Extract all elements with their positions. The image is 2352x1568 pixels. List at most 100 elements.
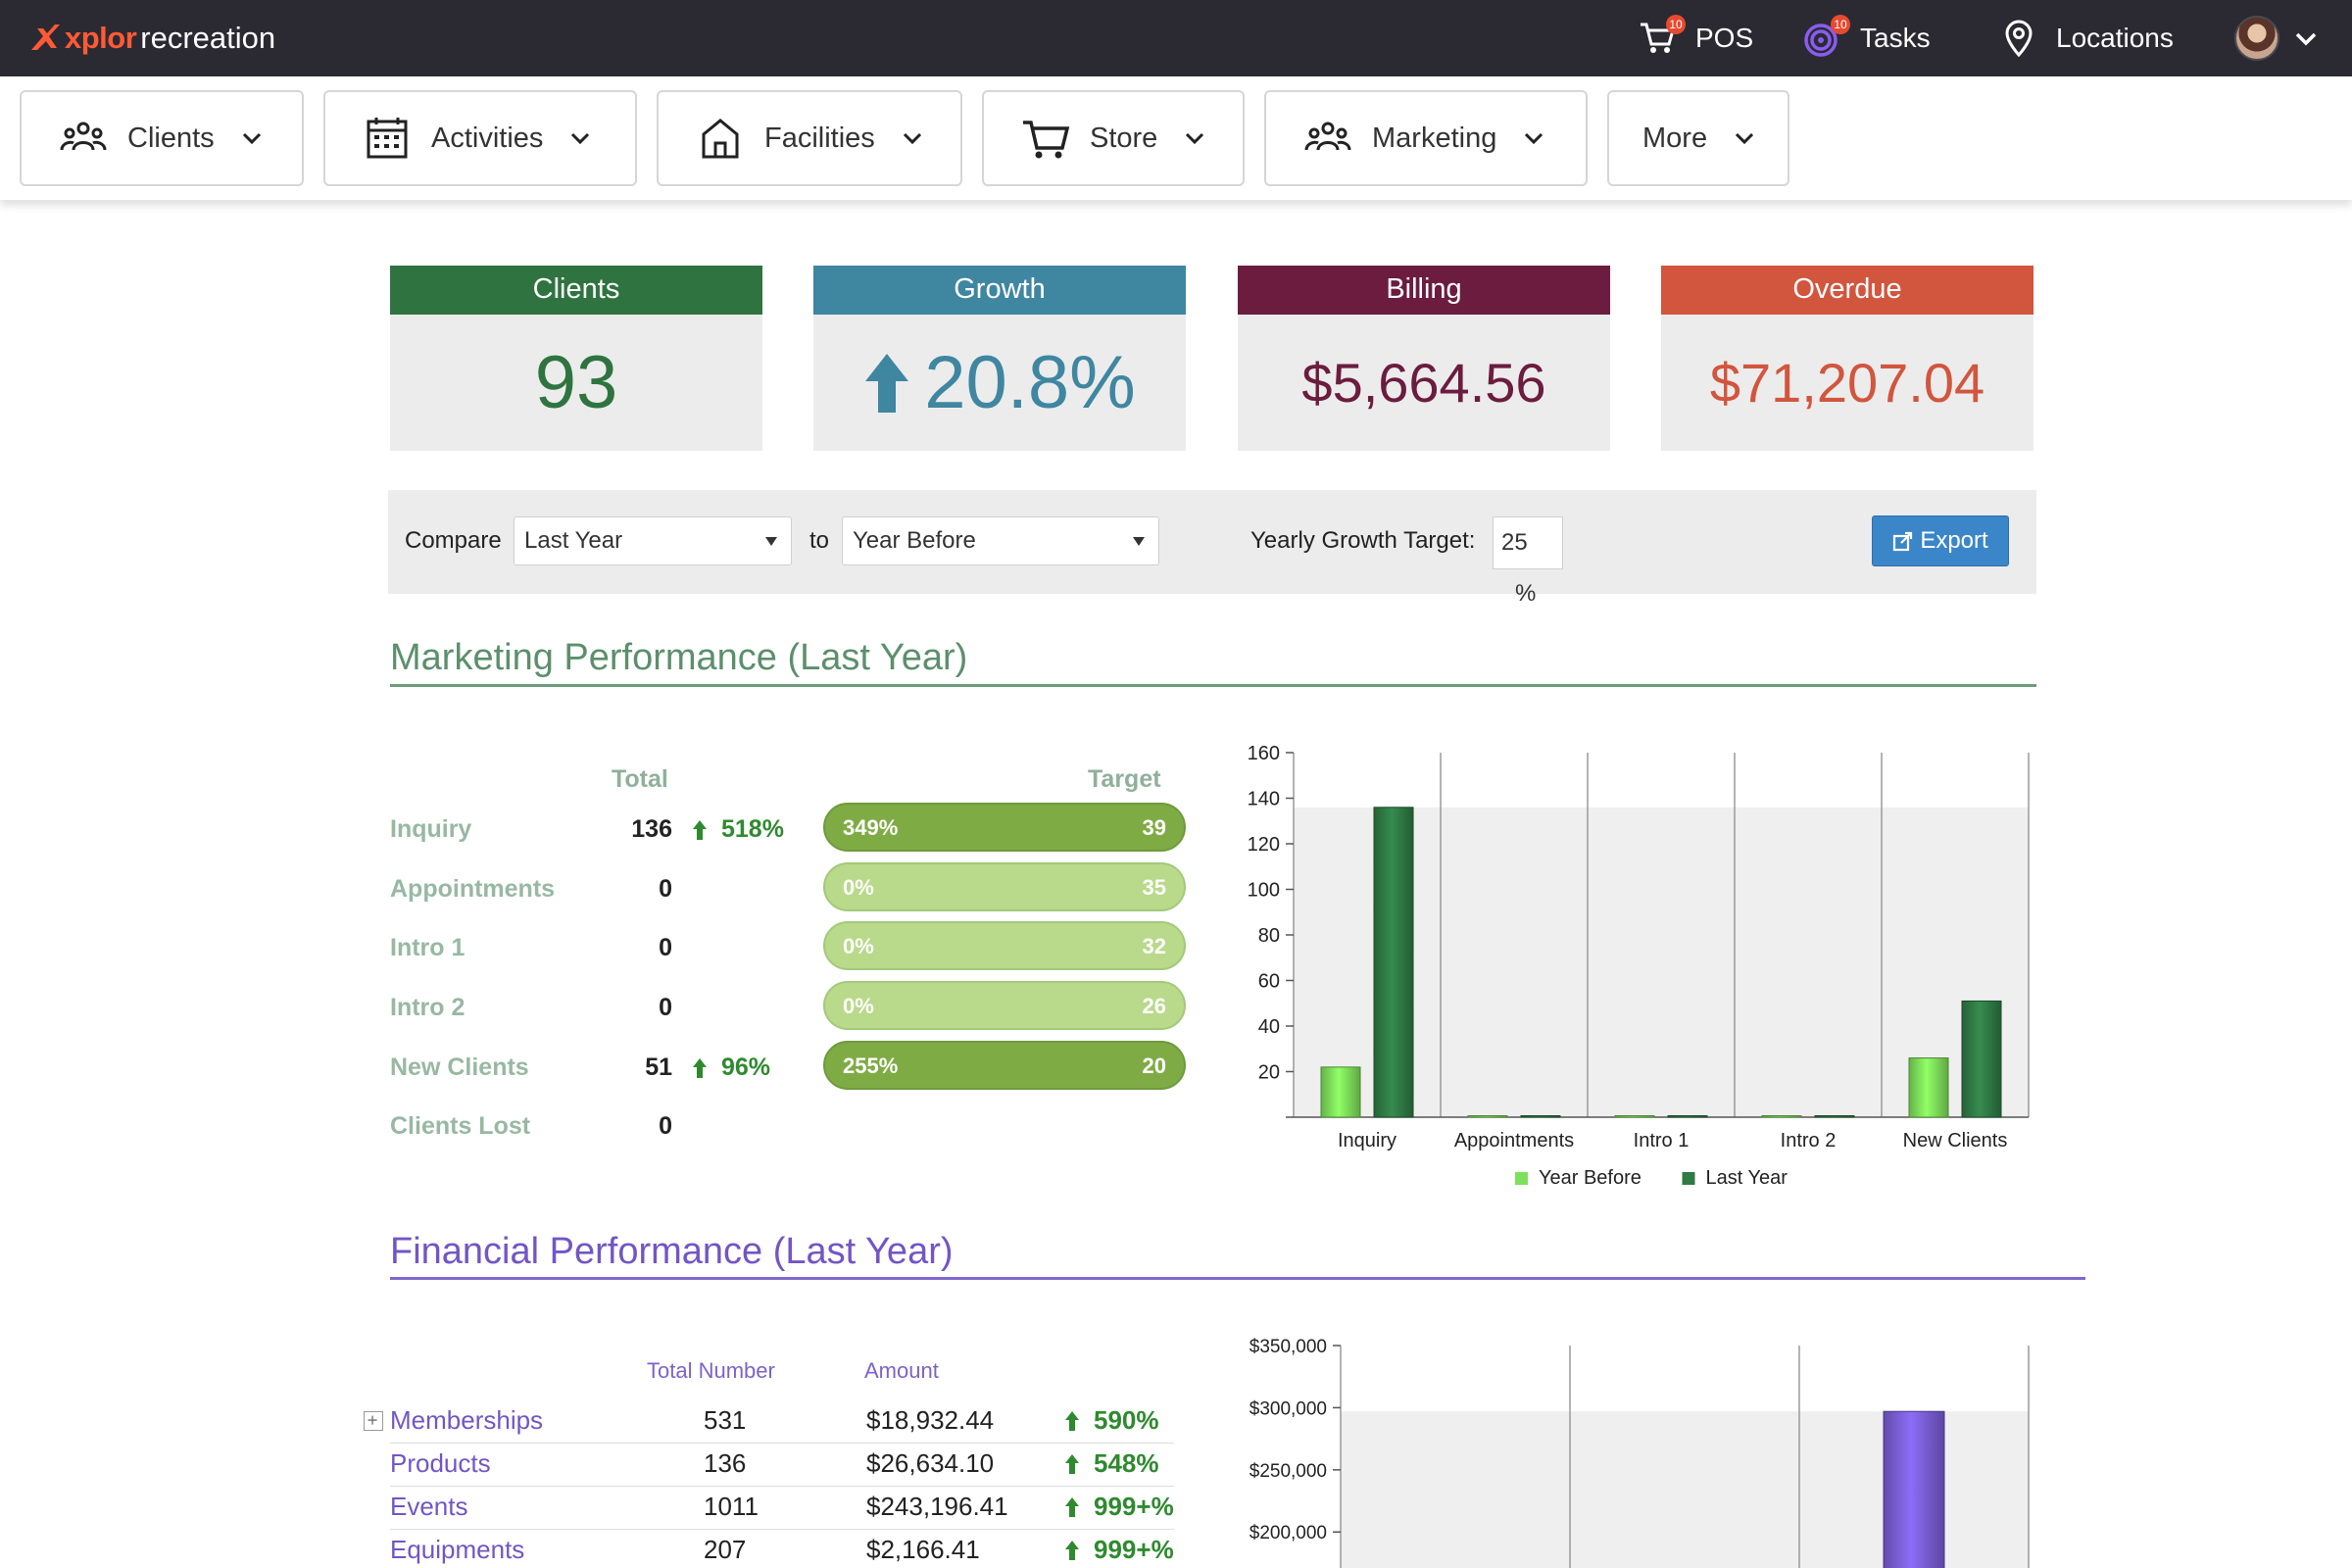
arrow-up-icon [693, 1057, 707, 1078]
financial-row-label[interactable]: Events [390, 1492, 468, 1521]
app-logo[interactable]: xplor recreation [27, 14, 275, 63]
financial-section-divider [390, 1277, 2085, 1280]
financial-col-amount: Amount [864, 1358, 939, 1383]
nav-marketing-label: Marketing [1372, 122, 1497, 154]
nav-activities-label: Activities [431, 122, 544, 154]
marketing-target-bar[interactable]: 255% 20 [823, 1041, 1186, 1090]
kpi-billing-card[interactable]: Billing $5,664.56 [1238, 266, 1610, 451]
chart-plot-band [1294, 807, 2029, 1117]
nav-clients[interactable]: Clients [20, 90, 304, 186]
chart-legend-swatch [1515, 1172, 1528, 1185]
nav-more[interactable]: More [1607, 90, 1789, 186]
nav-store[interactable]: Store [982, 90, 1245, 186]
expand-toggle[interactable] [364, 1411, 383, 1431]
marketing-target-progress: 349% [843, 815, 899, 840]
financial-row-growth-value: 548% [1094, 1448, 1159, 1478]
financial-row-growth-value: 999+% [1094, 1492, 1174, 1521]
financial-row-growth: 590% [1064, 1405, 1159, 1436]
marketing-target-progress: 0% [843, 875, 874, 900]
tasks-link[interactable]: 10 Tasks [1803, 12, 1931, 65]
arrow-up-icon [1065, 1410, 1079, 1431]
chart-x-tick-label: New Clients [1903, 1130, 2008, 1152]
compare-from-select[interactable]: Last Year [514, 516, 792, 565]
kpi-clients-value: 93 [534, 341, 618, 424]
chart-bar [1373, 807, 1414, 1118]
financial-row-label[interactable]: Products [390, 1448, 491, 1478]
financial-row-label[interactable]: Equipments [390, 1535, 525, 1564]
financial-row-growth-value: 999+% [1094, 1535, 1174, 1564]
marketing-row-growth: 96% [692, 1054, 770, 1082]
cart-icon [1023, 121, 1070, 159]
marketing-target-value: 26 [1142, 994, 1166, 1018]
marketing-target-bar[interactable]: 0% 26 [823, 981, 1186, 1030]
chart-y-tick-label: $350,000 [1250, 1337, 1327, 1357]
growth-target-input[interactable]: 25 % [1493, 516, 1563, 607]
growth-target-value: 25 [1501, 529, 1528, 556]
chart-y-tick-label: 20 [1258, 1062, 1280, 1084]
financial-row-growth-value: 590% [1094, 1405, 1159, 1435]
pos-link[interactable]: 10 POS [1639, 12, 1753, 65]
financial-row-number: 1011 [704, 1492, 759, 1521]
financial-row-growth: 548% [1064, 1448, 1159, 1479]
marketing-row-label: Inquiry [390, 815, 472, 843]
people-icon [1304, 122, 1351, 151]
arrow-up-icon [693, 819, 707, 840]
arrow-up-icon [865, 353, 909, 413]
marketing-row-total: 0 [659, 934, 672, 961]
nav-marketing[interactable]: Marketing [1264, 90, 1588, 186]
share-icon [1893, 531, 1913, 552]
marketing-target-progress: 0% [843, 994, 874, 1018]
chart-bar [1614, 1115, 1655, 1118]
financial-row-label[interactable]: Memberships [390, 1405, 544, 1435]
compare-to-select[interactable]: Year Before [842, 516, 1159, 565]
financial-row-amount: $18,932.44 [866, 1405, 995, 1435]
chart-y-tick-label: 100 [1248, 880, 1280, 902]
marketing-row-total: 0 [659, 1112, 672, 1140]
locations-link[interactable]: Locations [1999, 12, 2174, 65]
compare-bar: Compare Last Year to Year Before Yearly … [388, 490, 2036, 607]
chart-x-tick-label: Appointments [1454, 1130, 1574, 1152]
chart-legend-swatch [1682, 1172, 1695, 1185]
marketing-target-value: 39 [1142, 815, 1166, 840]
nav-facilities[interactable]: Facilities [657, 90, 962, 186]
kpi-growth-title: Growth [813, 266, 1186, 315]
kpi-overdue-card[interactable]: Overdue $71,207.04 [1661, 266, 2034, 451]
locations-label: Locations [2056, 23, 2174, 53]
export-button[interactable]: Export [1872, 515, 2009, 566]
chart-bar [1961, 1000, 2002, 1118]
marketing-target-bar[interactable]: 0% 32 [823, 921, 1186, 970]
logo-brand: xplor [65, 21, 137, 55]
marketing-target-bar[interactable]: 0% 35 [823, 862, 1186, 911]
user-avatar[interactable] [2234, 16, 2279, 61]
chart-legend-label: Last Year [1706, 1167, 1788, 1189]
pos-badge: 10 [1666, 15, 1686, 34]
chart-y-tick-label: 140 [1248, 789, 1280, 810]
chevron-down-icon [1186, 132, 1204, 145]
people-icon [60, 122, 107, 151]
kpi-overdue-value: $71,207.04 [1709, 352, 1985, 414]
chart-y-tick-label: 160 [1248, 743, 1280, 764]
chevron-down-icon[interactable] [2291, 24, 2321, 53]
export-label: Export [1920, 527, 1988, 554]
compare-to-label: to [809, 527, 830, 554]
kpi-clients-card[interactable]: Clients 93 [390, 266, 762, 451]
financial-row-number: 207 [704, 1535, 747, 1564]
marketing-chart: 20 40 60 80 100 120 140 160 Inquiry Appointments I… [1248, 743, 2030, 1189]
caret-down-icon [765, 537, 777, 546]
marketing-row-label: Intro 1 [390, 934, 466, 961]
marketing-row-growth-value: 96% [721, 1054, 771, 1081]
chart-bar [1667, 1115, 1708, 1118]
chart-bar [1814, 1115, 1855, 1118]
chart-bar [1761, 1115, 1802, 1118]
marketing-row-growth-value: 518% [721, 815, 784, 843]
marketing-target-bar[interactable]: 349% 39 [823, 803, 1186, 852]
chevron-down-icon [1525, 132, 1544, 145]
marketing-row-label: Clients Lost [390, 1112, 531, 1140]
marketing-row-label: Intro 2 [390, 994, 466, 1021]
nav-activities[interactable]: Activities [323, 90, 637, 186]
marketing-target-value: 20 [1142, 1054, 1166, 1078]
compare-from-value: Last Year [524, 527, 623, 554]
kpi-growth-card[interactable]: Growth 20.8% [813, 266, 1186, 451]
chart-x-tick-label: Intro 2 [1781, 1130, 1837, 1152]
chart-x-tick-label: Intro 1 [1634, 1130, 1690, 1152]
